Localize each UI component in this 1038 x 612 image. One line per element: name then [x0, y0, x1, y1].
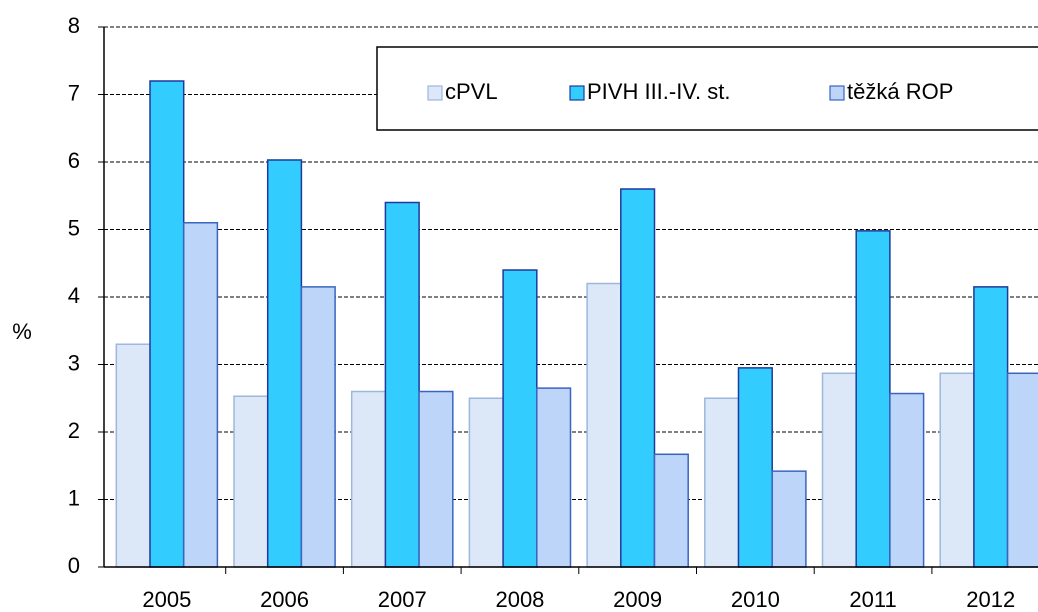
x-tick-label: 2011: [849, 587, 896, 612]
bar: [704, 397, 740, 568]
bar: [418, 390, 454, 568]
legend-swatch: [427, 85, 443, 101]
bar: [384, 201, 420, 568]
x-tick-label: 2005: [142, 587, 191, 612]
bar: [266, 159, 303, 568]
y-tick-label: 3: [68, 350, 80, 375]
x-tick-label: 2007: [378, 587, 427, 612]
legend-box: [376, 46, 1038, 131]
bar: [586, 282, 622, 568]
x-tick-label: 2006: [260, 587, 309, 612]
bar: [620, 188, 656, 568]
legend-label: cPVL: [445, 79, 498, 104]
y-tick-label: 6: [68, 148, 80, 173]
bar: [536, 387, 572, 568]
bar: [855, 230, 891, 568]
y-tick-label: 4: [68, 283, 80, 308]
bar: [149, 80, 185, 568]
legend-label: PIVH III.-IV. st.: [587, 79, 730, 104]
bar: [771, 470, 807, 568]
bar: [939, 372, 975, 568]
y-tick-label: 2: [68, 418, 80, 443]
x-tick-label: 2009: [613, 587, 662, 612]
bar: [653, 453, 689, 568]
bar: [468, 397, 504, 568]
y-tick-label: 0: [68, 553, 80, 578]
y-axis-label: %: [12, 319, 32, 344]
bar: [350, 390, 387, 568]
legend-label: těžká ROP: [847, 79, 953, 104]
y-tick-label: 1: [68, 485, 80, 510]
bar: [233, 395, 269, 568]
bar: [115, 343, 151, 568]
bar: [889, 392, 925, 568]
legend-swatch: [829, 85, 845, 101]
bar: [300, 286, 336, 568]
x-tick-label: 2008: [495, 587, 544, 612]
x-tick-label: 2010: [731, 587, 780, 612]
y-tick-label: 7: [68, 80, 80, 105]
bar: [821, 372, 857, 568]
bar: [502, 269, 538, 568]
bar: [973, 286, 1009, 568]
y-tick-label: 8: [68, 13, 80, 38]
y-tick-label: 5: [68, 215, 80, 240]
legend-swatch: [569, 85, 585, 101]
bar: [737, 367, 773, 568]
bar: [182, 222, 219, 568]
bar: [1006, 372, 1038, 568]
x-tick-label: 2012: [966, 587, 1015, 612]
